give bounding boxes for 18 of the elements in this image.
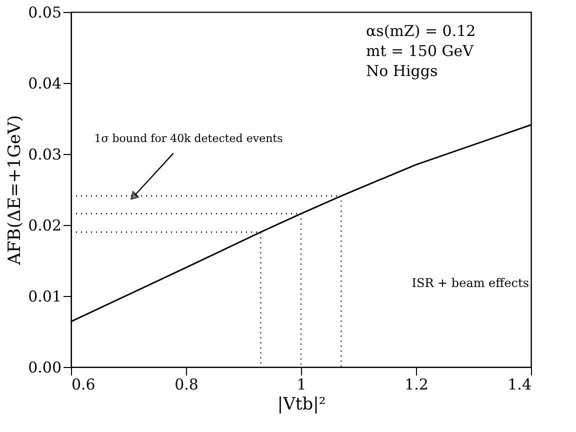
annotation: No Higgs [366, 62, 438, 80]
y-axis-title: AFB(ΔE=+1GeV) [5, 115, 26, 266]
y-tick-label: 0.05 [28, 4, 62, 22]
annotation: αs(mZ) = 0.12 [366, 22, 476, 40]
annotation: ISR + beam effects [412, 276, 529, 290]
annotation: mt = 150 GeV [366, 42, 475, 60]
y-tick-label: 0.03 [28, 146, 62, 164]
x-axis-title: |Vtb|² [277, 394, 326, 414]
y-tick-label: 0.04 [28, 74, 62, 92]
x-tick-label: 0.6 [72, 376, 96, 394]
x-tick-label: 1.2 [404, 376, 428, 394]
y-tick-label: 0.00 [28, 358, 62, 376]
annotation: 1σ bound for 40k detected events [94, 132, 284, 145]
y-tick-label: 0.02 [28, 216, 62, 234]
y-tick-label: 0.01 [28, 288, 62, 306]
x-tick-label: 1.4 [508, 376, 532, 394]
x-tick-label: 1 [296, 376, 306, 394]
x-tick-label: 0.8 [174, 376, 198, 394]
